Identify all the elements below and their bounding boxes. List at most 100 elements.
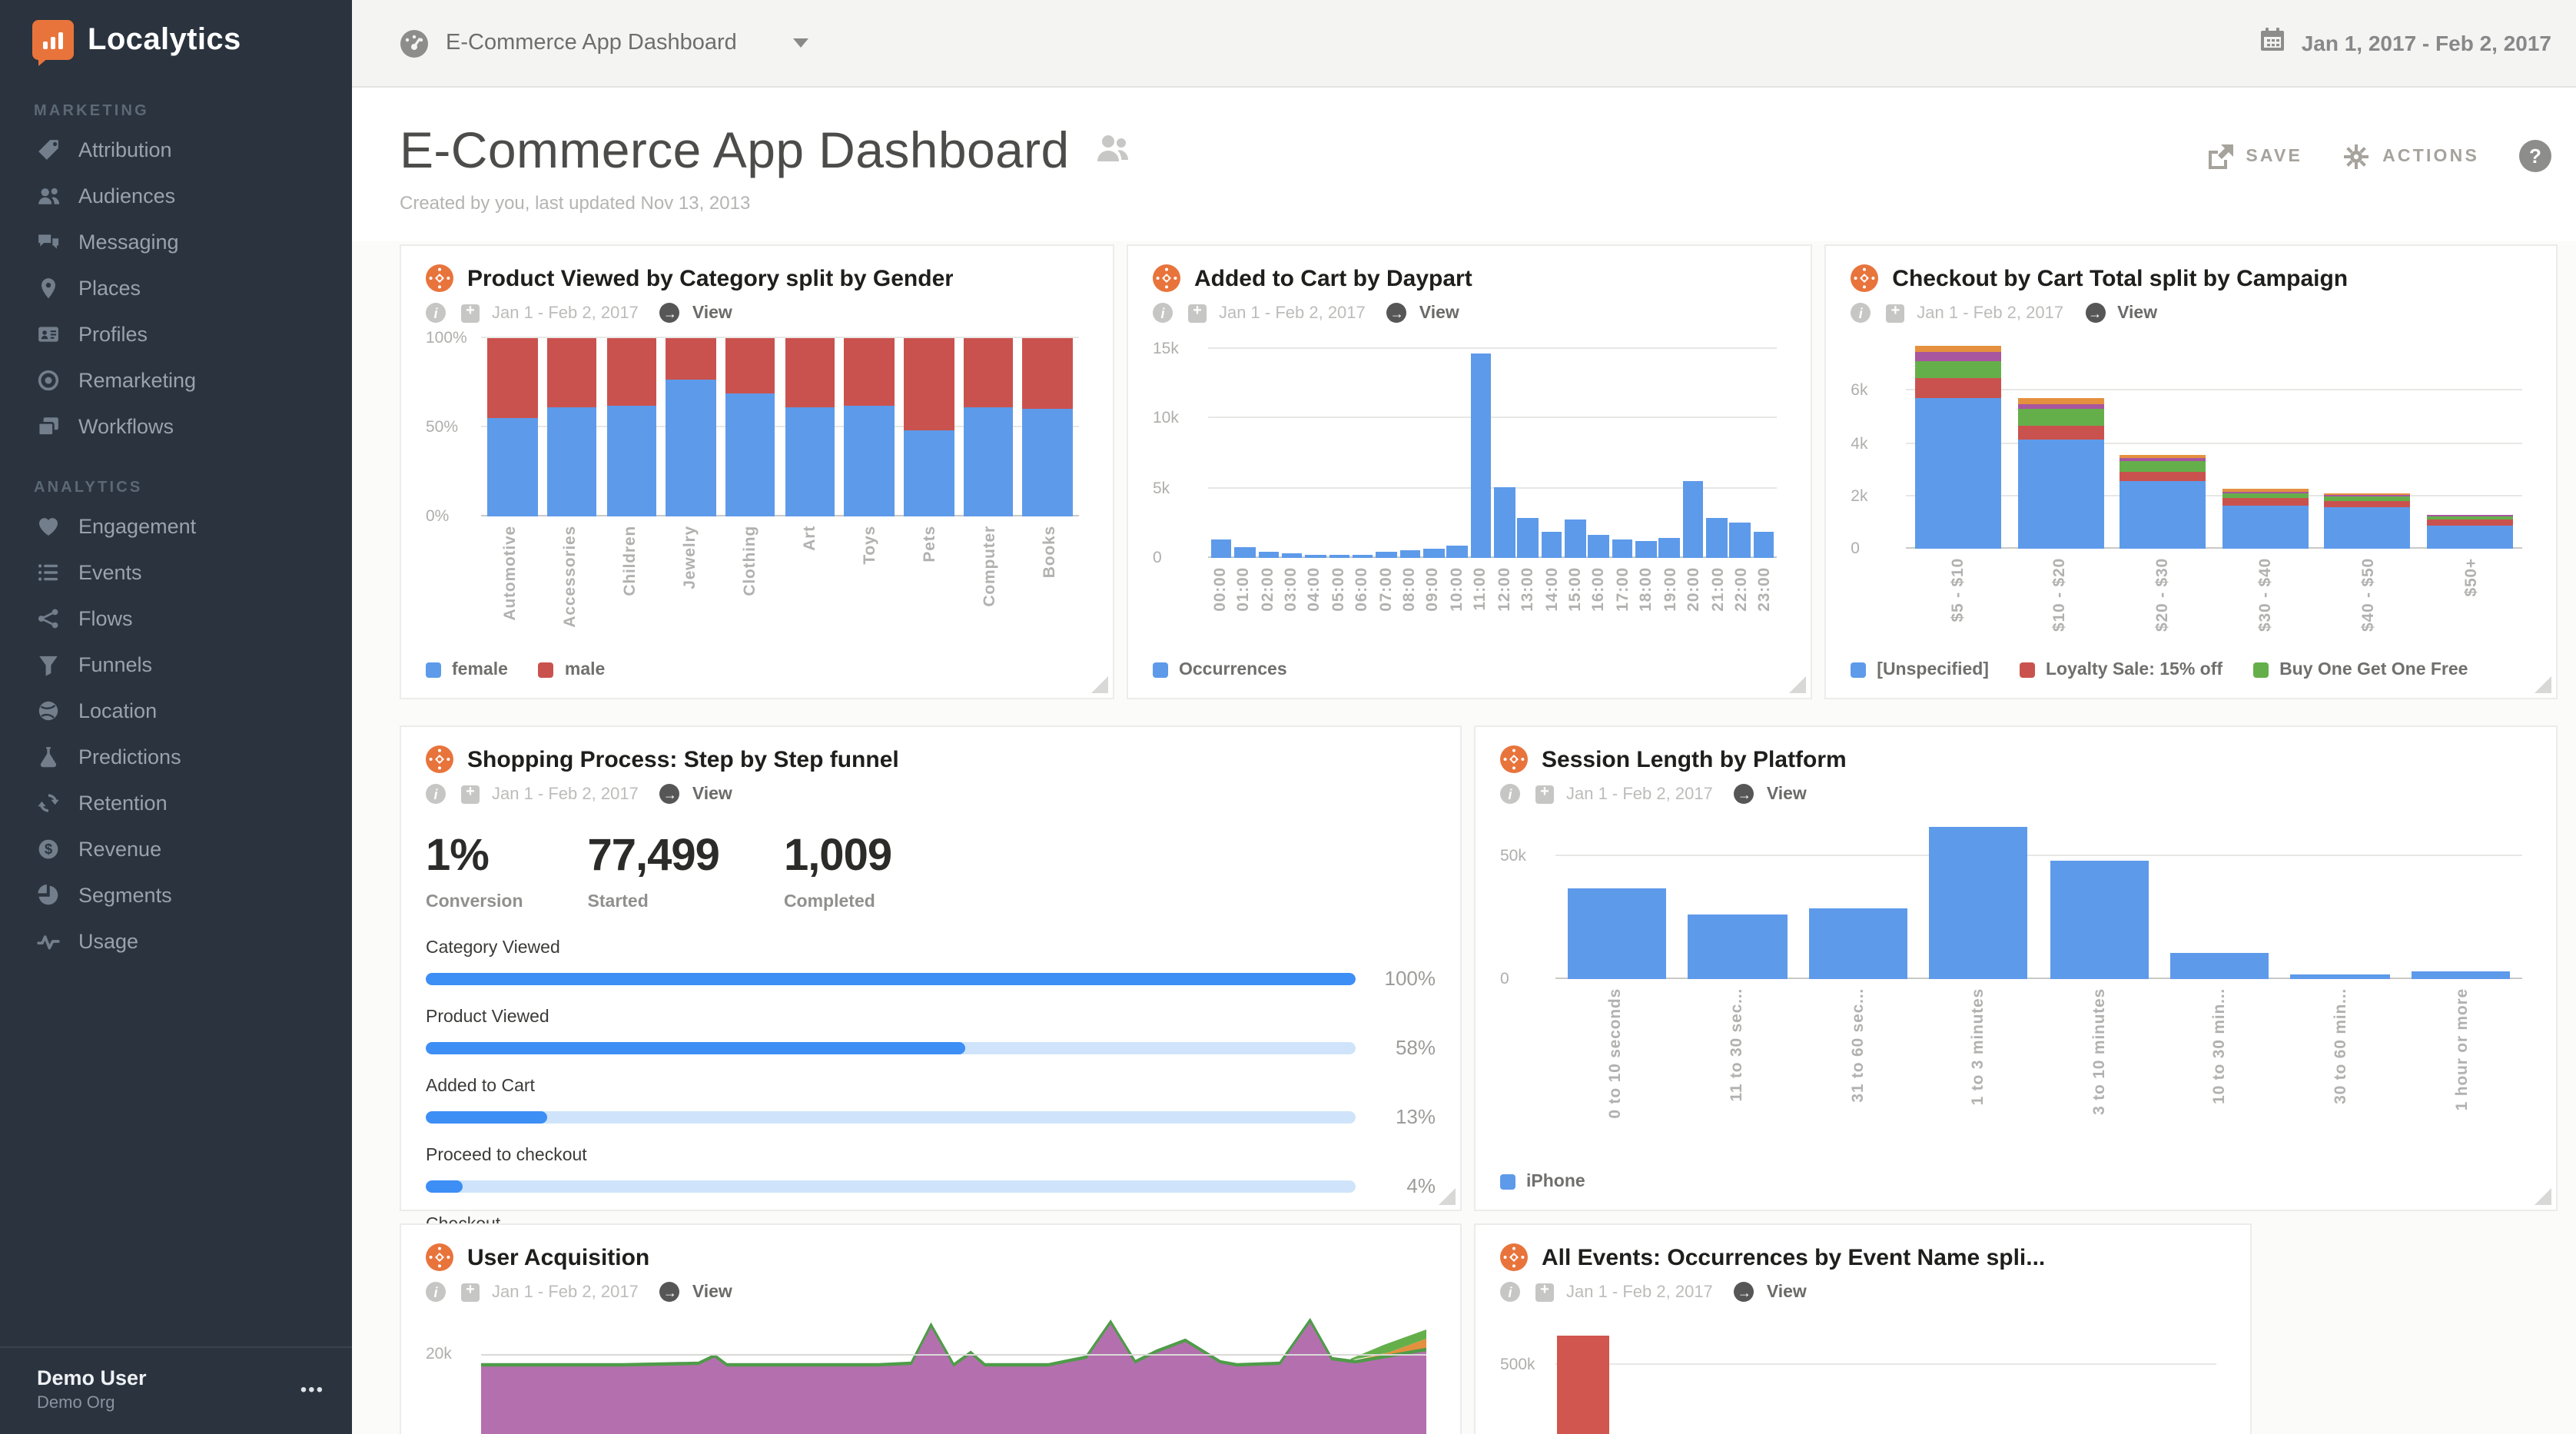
bar-segment[interactable]: [2324, 496, 2411, 502]
actions-button[interactable]: ACTIONS: [2342, 144, 2479, 168]
bar[interactable]: [1399, 550, 1421, 559]
bar[interactable]: [1258, 552, 1280, 559]
sidebar-item-workflows[interactable]: Workflows: [0, 403, 352, 449]
view-arrow-icon[interactable]: →: [659, 303, 680, 323]
view-link[interactable]: View: [1766, 1283, 1807, 1301]
bar-segment[interactable]: [2222, 505, 2309, 549]
stacked-bar[interactable]: [2120, 338, 2206, 549]
bar-segment[interactable]: [2222, 489, 2309, 492]
sidebar-item-places[interactable]: Places: [0, 264, 352, 310]
bar-column[interactable]: [1557, 1317, 2215, 1434]
bar-column[interactable]: [2010, 338, 2112, 549]
bar-segment[interactable]: [1915, 346, 2002, 353]
bar-column[interactable]: [542, 338, 601, 516]
bar[interactable]: [1688, 914, 1788, 979]
bar-segment[interactable]: [844, 405, 895, 516]
bar-column[interactable]: [2400, 819, 2521, 979]
shared-users-icon[interactable]: [1094, 131, 1131, 170]
bar-segment[interactable]: [2017, 398, 2104, 404]
bar-segment[interactable]: [2017, 440, 2104, 549]
bar-segment[interactable]: [2426, 515, 2513, 517]
bar-column[interactable]: [1516, 338, 1540, 559]
bar[interactable]: [1376, 552, 1397, 559]
bar-segment[interactable]: [2120, 455, 2206, 459]
view-arrow-icon[interactable]: →: [659, 784, 680, 804]
bar-segment[interactable]: [2324, 493, 2411, 496]
legend-item[interactable]: male: [538, 661, 605, 679]
dashboard-selector[interactable]: E-Commerce App Dashboard: [400, 28, 809, 58]
bar[interactable]: [1470, 353, 1492, 559]
legend-item[interactable]: iPhone: [1500, 1173, 1585, 1191]
bar-segment[interactable]: [904, 430, 954, 516]
stacked-bar[interactable]: [1022, 338, 1073, 516]
legend-item[interactable]: female: [426, 661, 508, 679]
stacked-bar[interactable]: [963, 338, 1014, 516]
bar-segment[interactable]: [1915, 377, 2002, 398]
bar-segment[interactable]: [2324, 506, 2411, 549]
calendar-plus-icon[interactable]: [461, 1281, 480, 1301]
bar-segment[interactable]: [2120, 458, 2206, 461]
stacked-bar[interactable]: [2017, 338, 2104, 549]
bar-column[interactable]: [1446, 338, 1469, 559]
bar[interactable]: [1517, 517, 1539, 559]
view-arrow-icon[interactable]: →: [1734, 784, 1754, 804]
view-link[interactable]: View: [692, 785, 732, 803]
bar-column[interactable]: [721, 338, 780, 516]
view-link[interactable]: View: [2117, 304, 2158, 322]
bar-segment[interactable]: [2222, 498, 2309, 506]
bar[interactable]: [2290, 974, 2390, 979]
bar-column[interactable]: [1492, 338, 1516, 559]
bar[interactable]: [1658, 538, 1680, 559]
bar-segment[interactable]: [2120, 480, 2206, 549]
view-link[interactable]: View: [1766, 785, 1807, 803]
bar-segment[interactable]: [2222, 491, 2309, 493]
bar-column[interactable]: [1375, 338, 1399, 559]
bar-segment[interactable]: [785, 407, 835, 516]
bar[interactable]: [2411, 971, 2510, 979]
sidebar-item-audiences[interactable]: Audiences: [0, 172, 352, 218]
bar[interactable]: [1568, 888, 1667, 979]
bar-column[interactable]: [2214, 338, 2316, 549]
sidebar-item-revenue[interactable]: $ Revenue: [0, 825, 352, 871]
resize-handle[interactable]: [1789, 676, 1807, 693]
legend-item[interactable]: Loyalty Sale: 15% off: [2019, 661, 2222, 679]
bar-column[interactable]: [839, 338, 898, 516]
bar-segment[interactable]: [1915, 352, 2002, 361]
resize-handle[interactable]: [1439, 1188, 1456, 1205]
bar-segment[interactable]: [2120, 460, 2206, 472]
bar[interactable]: [1635, 541, 1657, 559]
bar[interactable]: [2169, 953, 2269, 979]
view-link[interactable]: View: [692, 304, 732, 322]
sidebar-item-remarketing[interactable]: Remarketing: [0, 357, 352, 403]
bar-segment[interactable]: [666, 379, 716, 516]
bar-column[interactable]: [2159, 819, 2280, 979]
info-icon[interactable]: i: [1152, 303, 1173, 323]
info-icon[interactable]: i: [426, 1282, 446, 1302]
bar-segment[interactable]: [844, 338, 895, 406]
help-button[interactable]: ?: [2519, 140, 2551, 172]
bar-column[interactable]: [1634, 338, 1658, 559]
bar-segment[interactable]: [2017, 403, 2104, 410]
bar[interactable]: [1565, 519, 1586, 559]
bar-segment[interactable]: [785, 338, 835, 408]
stacked-bar[interactable]: [904, 338, 954, 516]
sidebar-item-flows[interactable]: Flows: [0, 595, 352, 641]
bar-segment[interactable]: [963, 338, 1014, 408]
bar[interactable]: [1423, 548, 1444, 559]
save-button[interactable]: SAVE: [2206, 144, 2302, 168]
bar[interactable]: [2050, 861, 2149, 979]
view-arrow-icon[interactable]: →: [1386, 303, 1407, 323]
bar-column[interactable]: [1327, 338, 1351, 559]
bar-segment[interactable]: [606, 338, 656, 406]
bar-column[interactable]: [1256, 338, 1280, 559]
calendar-plus-icon[interactable]: [1535, 1281, 1554, 1301]
bar-column[interactable]: [1563, 338, 1587, 559]
bar[interactable]: [1557, 1335, 1609, 1434]
bar[interactable]: [1929, 826, 2028, 979]
bar-column[interactable]: [2039, 819, 2159, 979]
bar-segment[interactable]: [904, 338, 954, 431]
stacked-bar[interactable]: [2324, 338, 2411, 549]
bar-segment[interactable]: [2426, 514, 2513, 516]
bar-column[interactable]: [1752, 338, 1776, 559]
info-icon[interactable]: i: [426, 303, 446, 323]
